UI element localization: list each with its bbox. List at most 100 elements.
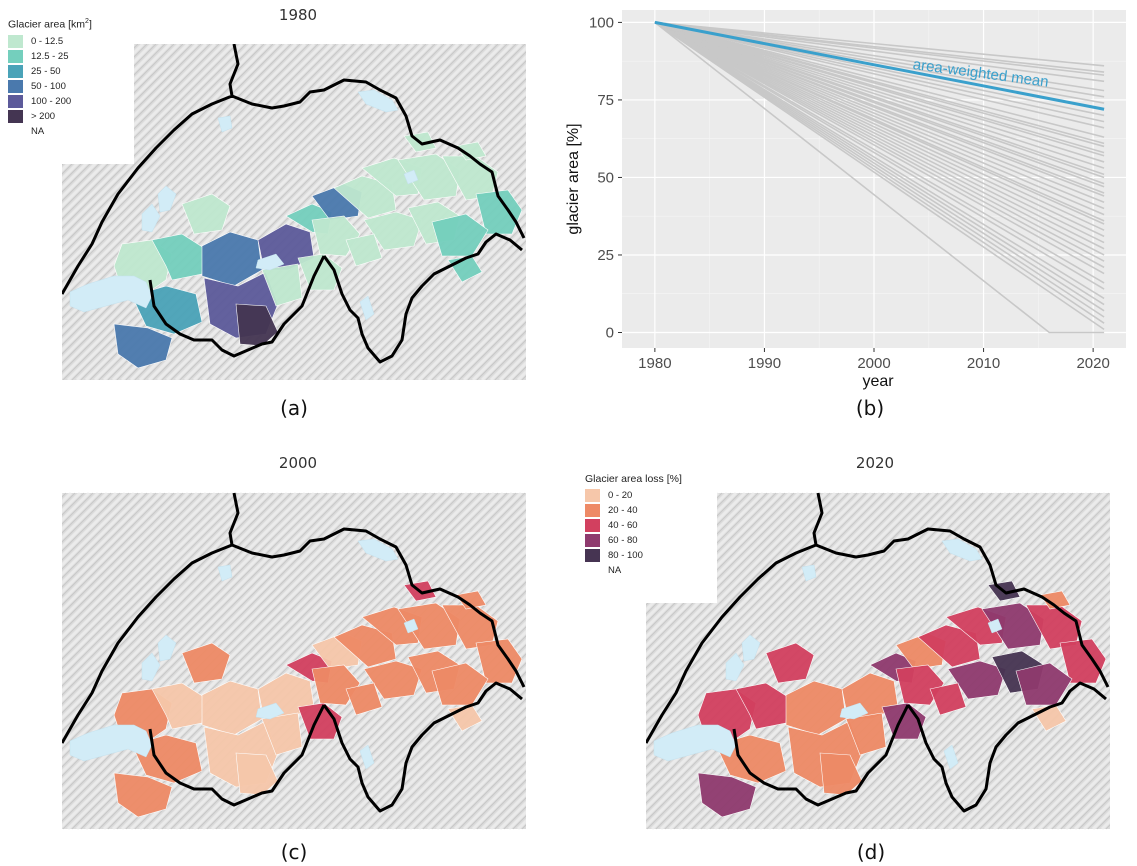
- legend-label: 0 - 20: [608, 490, 633, 501]
- lake: [943, 744, 959, 770]
- catchment-line: [654, 21, 1105, 98]
- panel-d-legend: Glacier area loss [%] 0 - 20 20 - 40 40 - …: [580, 470, 717, 603]
- legend-item: 0 - 12.5: [8, 34, 134, 49]
- catchment-line: [654, 21, 1105, 138]
- lake: [741, 634, 761, 662]
- catchment-line: [654, 21, 1105, 250]
- catchment-region: [363, 211, 423, 251]
- legend-item: > 200: [8, 109, 134, 124]
- catchment-line: [654, 21, 1105, 67]
- catchment-line: [654, 21, 1105, 157]
- catchment-line: [654, 21, 1105, 203]
- catchment-region: [929, 682, 967, 716]
- x-axis-label: year: [862, 373, 894, 390]
- catchment-line: [654, 21, 1105, 269]
- catchment-region: [235, 752, 279, 796]
- lake: [141, 203, 161, 233]
- catchment-line: [654, 21, 1105, 188]
- legend-swatch: [585, 504, 600, 517]
- legend-label: 100 - 200: [31, 95, 72, 107]
- legend-item: 50 - 100: [8, 79, 134, 94]
- legend-title: Glacier area [km2]: [8, 18, 92, 31]
- catchment-region: [181, 193, 231, 235]
- catchment-line: [654, 21, 1105, 129]
- legend-item: 20 - 40: [585, 503, 717, 518]
- catchment-region: [819, 752, 863, 796]
- legend-item: 80 - 100: [585, 548, 717, 563]
- catchment-line: [654, 21, 1105, 148]
- catchment-line: [654, 21, 1105, 123]
- x-tick-label: 1990: [748, 355, 781, 372]
- x-tick-label: 1980: [638, 355, 671, 372]
- country-border: [62, 492, 526, 813]
- lake: [725, 652, 745, 682]
- catchment-line: [654, 21, 1105, 225]
- x-tick-label: 2010: [967, 355, 1000, 372]
- legend-swatch: [8, 94, 23, 108]
- country-border: [646, 492, 1110, 813]
- legend-swatch: [585, 549, 600, 562]
- catchment-region: [455, 141, 487, 161]
- panel-d-map: [646, 492, 1110, 830]
- legend-label: > 200: [31, 110, 56, 122]
- y-axis-label: glacier area [%]: [565, 123, 582, 234]
- legend-swatch: [8, 49, 23, 63]
- legend-na: NA: [31, 125, 45, 137]
- legend-swatch: [585, 489, 600, 502]
- legend-label: 12.5 - 25: [31, 50, 69, 62]
- lake: [255, 253, 285, 271]
- legend-item: 0 - 20: [585, 488, 717, 503]
- catchment-line: [654, 21, 1105, 231]
- lake: [157, 634, 177, 662]
- catchment-line: [654, 21, 1105, 169]
- y-tick-label: 100: [589, 14, 614, 31]
- catchment-line: [654, 21, 1105, 262]
- catchment-line: [654, 21, 1105, 318]
- catchment-region: [697, 772, 757, 818]
- catchment-line: [654, 21, 1105, 300]
- lake: [403, 618, 419, 634]
- catchment-line: [654, 21, 1105, 324]
- catchment-line: [654, 21, 1105, 284]
- y-tick-label: 50: [597, 169, 614, 186]
- panel-c-label: (c): [280, 840, 308, 864]
- legend-label: 20 - 40: [608, 505, 638, 516]
- legend-swatch: [8, 34, 23, 48]
- panel-c-title: 2000: [278, 454, 318, 472]
- catchment-region: [345, 682, 383, 716]
- catchment-region: [261, 263, 303, 307]
- legend-label: 60 - 80: [608, 535, 638, 546]
- panel-a-legend: Glacier area [km2] 0 - 12.5 12.5 - 25 25 -…: [0, 14, 134, 164]
- lake: [357, 538, 399, 562]
- legend-swatch: [8, 109, 23, 123]
- catchment-region: [333, 175, 397, 219]
- catchment-line: [654, 21, 1105, 312]
- y-tick-label: 75: [597, 92, 614, 109]
- catchment-line: [654, 21, 1105, 76]
- catchment-line: [654, 21, 1105, 275]
- legend-label: 50 - 100: [31, 80, 66, 92]
- catchment-line: [654, 21, 1105, 238]
- catchment-lines: [654, 21, 1105, 334]
- lake: [839, 702, 869, 720]
- catchment-region: [431, 662, 489, 706]
- catchment-line: [654, 21, 1105, 216]
- lake: [141, 652, 161, 682]
- catchment-region: [947, 660, 1007, 700]
- catchment-region: [345, 233, 383, 267]
- lake: [217, 564, 233, 582]
- lake: [403, 169, 419, 185]
- legend-label: 40 - 60: [608, 520, 638, 531]
- glacier-area-chart: 1980 1990 2000 2010 20200255075100area-weigh…: [565, 10, 1126, 390]
- catchment-line: [654, 21, 1105, 197]
- catchment-region: [765, 642, 815, 684]
- x-tick-label: 2000: [857, 355, 890, 372]
- y-tick-label: 0: [606, 324, 614, 341]
- legend-label: 80 - 100: [608, 550, 643, 561]
- legend-swatch: [8, 79, 23, 93]
- catchment-region: [363, 660, 423, 700]
- lake: [801, 564, 817, 582]
- catchment-line: [654, 21, 1105, 306]
- catchment-line: [654, 21, 1105, 179]
- lake: [653, 724, 737, 762]
